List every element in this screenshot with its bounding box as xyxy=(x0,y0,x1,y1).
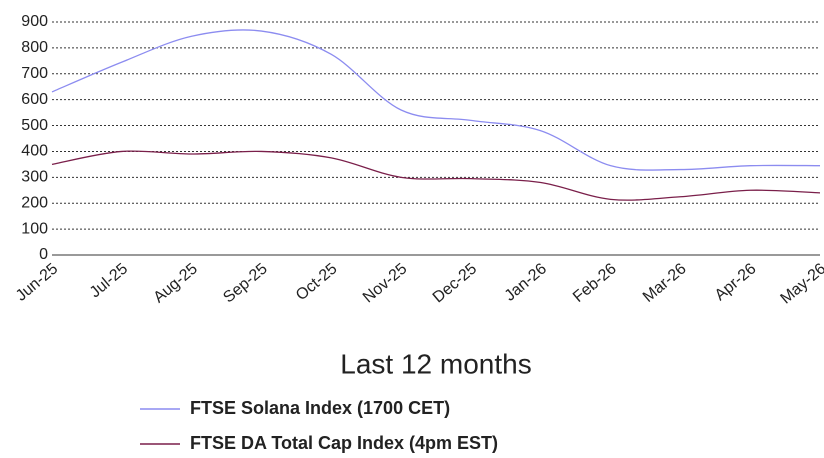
y-tick-label: 700 xyxy=(21,65,48,82)
y-tick-label: 500 xyxy=(21,117,48,134)
y-tick-label: 0 xyxy=(39,246,48,263)
legend-label: FTSE DA Total Cap Index (4pm EST) xyxy=(190,433,498,453)
y-tick-label: 300 xyxy=(21,169,48,186)
series-line xyxy=(51,150,821,201)
y-tick-label: 800 xyxy=(21,39,48,56)
x-tick-label: Jun-25 xyxy=(13,260,61,305)
x-tick-label: Nov-25 xyxy=(360,260,411,306)
chart-title: Last 12 months xyxy=(340,348,531,379)
x-tick-label: Oct-25 xyxy=(293,260,341,304)
y-tick-label: 400 xyxy=(21,143,48,160)
y-tick-label: 200 xyxy=(21,194,48,211)
y-tick-label: 900 xyxy=(21,13,48,30)
legend-label: FTSE Solana Index (1700 CET) xyxy=(190,398,450,418)
x-tick-label: Feb-26 xyxy=(570,260,620,306)
x-tick-label: May-26 xyxy=(777,260,824,307)
y-tick-label: 600 xyxy=(21,91,48,108)
x-tick-label: Jan-26 xyxy=(502,260,550,305)
x-tick-label: Mar-26 xyxy=(640,260,690,306)
series-line xyxy=(51,29,821,171)
x-tick-label: Aug-25 xyxy=(150,260,201,306)
x-tick-label: Apr-26 xyxy=(712,260,760,304)
x-tick-label: Jul-25 xyxy=(87,260,131,301)
y-tick-label: 100 xyxy=(21,220,48,237)
x-tick-label: Dec-25 xyxy=(430,260,481,306)
x-tick-label: Sep-25 xyxy=(220,260,271,306)
